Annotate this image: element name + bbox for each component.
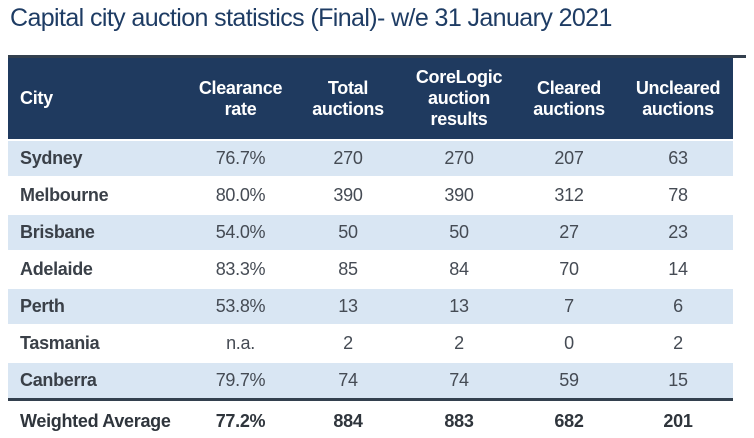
table-top-rule: [8, 55, 746, 58]
cell-total-auctions: 85: [338, 259, 358, 279]
header-cell-city: City: [8, 58, 188, 140]
cell-clearance-rate: n.a.: [226, 333, 255, 353]
cell-total-auctions: 270: [333, 148, 363, 168]
table-row-tasmania: Tasmania n.a. 2 2 0 2: [8, 325, 733, 362]
cell-corelogic-results: 390: [444, 185, 474, 205]
table-row-brisbane: Brisbane 54.0% 50 50 27 23: [8, 214, 733, 251]
table-row-perth: Perth 53.8% 13 13 7 6: [8, 288, 733, 325]
cell-cleared-auctions: 0: [564, 333, 574, 353]
cell-total-auctions: 74: [338, 370, 358, 390]
cell-uncleared-auctions: 201: [663, 410, 693, 431]
cell-clearance-rate: 79.7%: [215, 370, 266, 390]
header-cell-corelogic-results: CoreLogic auction results: [403, 58, 515, 140]
table-row-sydney: Sydney 76.7% 270 270 207 63: [8, 140, 733, 177]
table-row-melbourne: Melbourne 80.0% 390 390 312 78: [8, 177, 733, 214]
cell-uncleared-auctions: 6: [673, 296, 683, 316]
cell-corelogic-results: 270: [444, 148, 474, 168]
cell-city: Perth: [20, 296, 65, 316]
auction-statistics-table: City Clearance rate Total auctions CoreL…: [8, 58, 733, 438]
header-cell-uncleared-auctions: Uncleared auctions: [623, 58, 733, 140]
cell-clearance-rate: 77.2%: [215, 410, 266, 431]
table-header-row: City Clearance rate Total auctions CoreL…: [8, 58, 733, 140]
cell-total-auctions: 13: [338, 296, 358, 316]
cell-corelogic-results: 84: [449, 259, 469, 279]
cell-total-auctions: 390: [333, 185, 363, 205]
cell-clearance-rate: 53.8%: [215, 296, 266, 316]
cell-city: Brisbane: [20, 222, 95, 242]
cell-city: Adelaide: [20, 259, 93, 279]
cell-city: Tasmania: [20, 333, 100, 353]
cell-city: Sydney: [20, 148, 83, 168]
cell-cleared-auctions: 27: [559, 222, 579, 242]
cell-cleared-auctions: 682: [554, 410, 584, 431]
cell-clearance-rate: 80.0%: [215, 185, 266, 205]
cell-city: Canberra: [20, 370, 97, 390]
cell-clearance-rate: 83.3%: [215, 259, 266, 279]
cell-total-auctions: 884: [333, 410, 363, 431]
table-row-weighted-average: Weighted Average 77.2% 884 883 682 201: [8, 399, 733, 438]
cell-corelogic-results: 74: [449, 370, 469, 390]
cell-total-auctions: 50: [338, 222, 358, 242]
cell-clearance-rate: 76.7%: [215, 148, 266, 168]
cell-cleared-auctions: 207: [554, 148, 584, 168]
cell-city: Weighted Average: [20, 410, 171, 431]
cell-uncleared-auctions: 15: [668, 370, 688, 390]
cell-cleared-auctions: 70: [559, 259, 579, 279]
header-cell-total-auctions: Total auctions: [293, 58, 403, 140]
table-row-adelaide: Adelaide 83.3% 85 84 70 14: [8, 251, 733, 288]
cell-clearance-rate: 54.0%: [215, 222, 266, 242]
table-row-canberra: Canberra 79.7% 74 74 59 15: [8, 362, 733, 400]
cell-corelogic-results: 2: [454, 333, 464, 353]
cell-cleared-auctions: 312: [554, 185, 584, 205]
header-cell-clearance-rate: Clearance rate: [188, 58, 293, 140]
cell-city: Melbourne: [20, 185, 109, 205]
cell-cleared-auctions: 7: [564, 296, 574, 316]
cell-uncleared-auctions: 14: [668, 259, 688, 279]
cell-uncleared-auctions: 63: [668, 148, 688, 168]
cell-uncleared-auctions: 23: [668, 222, 688, 242]
cell-uncleared-auctions: 2: [673, 333, 683, 353]
cell-total-auctions: 2: [343, 333, 353, 353]
cell-corelogic-results: 883: [444, 410, 474, 431]
page-title: Capital city auction statistics (Final)-…: [10, 4, 612, 32]
header-cell-cleared-auctions: Cleared auctions: [515, 58, 623, 140]
cell-uncleared-auctions: 78: [668, 185, 688, 205]
cell-cleared-auctions: 59: [559, 370, 579, 390]
cell-corelogic-results: 13: [449, 296, 469, 316]
cell-corelogic-results: 50: [449, 222, 469, 242]
